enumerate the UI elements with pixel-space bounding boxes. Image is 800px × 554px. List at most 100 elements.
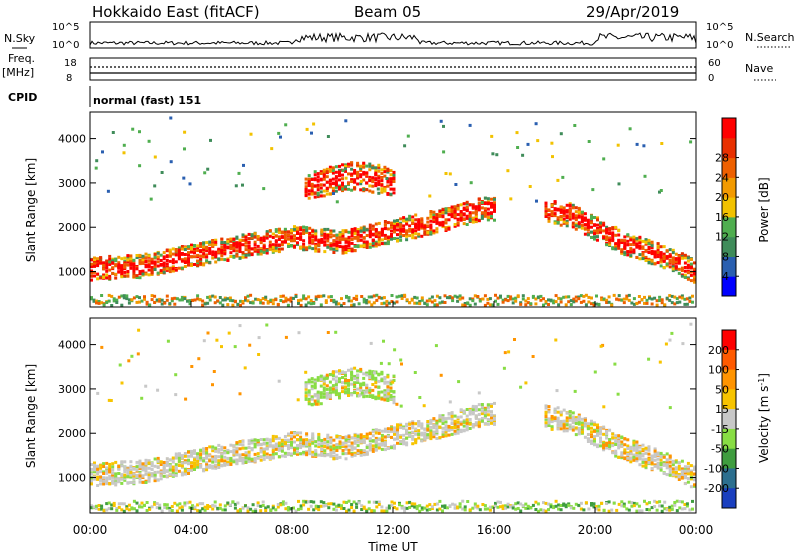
velocity-cell xyxy=(308,442,312,446)
ytick-label: 1000 xyxy=(58,266,86,279)
velocity-cell xyxy=(162,461,166,464)
velocity-cell xyxy=(553,407,557,411)
power-cell xyxy=(238,247,242,251)
power-cell xyxy=(93,262,96,266)
velocity-cell xyxy=(599,436,602,440)
velocity-cell xyxy=(390,435,393,439)
velocity-cell xyxy=(328,386,332,390)
power-cell xyxy=(554,300,558,304)
power-cell xyxy=(425,303,429,307)
velocity-cell xyxy=(232,448,236,452)
velocity-cell xyxy=(605,429,609,433)
power-cell xyxy=(668,254,672,258)
power-cell xyxy=(405,298,409,302)
velocity-cell xyxy=(214,449,218,453)
power-cell xyxy=(314,297,318,301)
velocity-cell xyxy=(262,454,266,458)
power-cell xyxy=(127,301,131,305)
velocity-cell xyxy=(677,461,681,465)
power-cell xyxy=(516,146,520,149)
velocity-cell xyxy=(117,467,121,471)
power-cell xyxy=(327,295,331,299)
power-cell xyxy=(402,229,406,233)
velocity-cell xyxy=(686,472,690,476)
power-cell xyxy=(544,207,548,211)
power-cell xyxy=(368,235,372,239)
power-cell xyxy=(211,250,215,254)
power-cell xyxy=(509,295,513,299)
power-cell xyxy=(145,300,149,304)
velocity-cell xyxy=(423,431,427,435)
velocity-cell xyxy=(383,427,387,431)
velocity-cell xyxy=(390,427,393,431)
power-cell xyxy=(547,213,551,217)
colorbar-tick-label: 20 xyxy=(715,191,729,204)
power-cell xyxy=(644,259,648,262)
power-cell xyxy=(338,185,341,189)
power-cell xyxy=(368,223,372,227)
velocity-cell xyxy=(205,465,209,469)
power-cell xyxy=(334,175,338,179)
velocity-cell xyxy=(362,449,366,453)
power-cell xyxy=(414,236,418,240)
power-cell xyxy=(443,301,447,304)
velocity-cell xyxy=(350,452,354,456)
power-cell xyxy=(232,244,236,248)
velocity-cell xyxy=(144,464,148,468)
velocity-cell xyxy=(480,419,484,423)
power-cell xyxy=(656,250,660,254)
velocity-cell xyxy=(145,509,149,512)
power-cell xyxy=(650,297,654,301)
velocity-cell xyxy=(141,462,145,466)
velocity-cell xyxy=(293,446,296,450)
power-cell xyxy=(359,188,363,192)
power-cell xyxy=(390,225,393,229)
power-cell xyxy=(557,303,561,307)
power-cell xyxy=(117,295,121,299)
velocity-cell xyxy=(602,448,606,452)
velocity-cell xyxy=(102,479,106,483)
power-cell xyxy=(458,294,462,298)
velocity-cell xyxy=(547,408,551,412)
power-cell xyxy=(620,251,624,255)
power-cell xyxy=(377,221,381,225)
velocity-cell xyxy=(356,373,360,377)
velocity-cell xyxy=(235,450,239,454)
power-cell xyxy=(120,275,124,279)
power-cell xyxy=(319,172,323,175)
power-cell xyxy=(617,233,621,237)
power-cell xyxy=(399,217,403,221)
power-cell xyxy=(280,247,284,251)
velocity-cell xyxy=(493,416,496,420)
power-cell xyxy=(238,240,242,244)
power-cell xyxy=(95,301,98,305)
power-cell xyxy=(310,131,313,135)
velocity-cell xyxy=(334,375,338,379)
power-cell xyxy=(122,151,126,155)
power-cell xyxy=(265,249,269,253)
power-cell xyxy=(597,303,601,307)
velocity-cell xyxy=(325,384,329,388)
velocity-cell xyxy=(556,410,560,414)
power-cell xyxy=(202,242,206,246)
velocity-cell xyxy=(256,440,260,444)
power-cell xyxy=(309,302,313,306)
velocity-cell xyxy=(426,436,430,440)
power-cell xyxy=(415,301,419,305)
velocity-cell xyxy=(253,442,257,446)
power-cell xyxy=(144,256,148,260)
power-cell xyxy=(477,219,481,223)
velocity-cell xyxy=(392,395,396,399)
power-cell xyxy=(602,223,606,227)
ytick-label: 3000 xyxy=(58,177,86,190)
power-cell xyxy=(650,246,654,250)
power-cell xyxy=(319,194,323,198)
velocity-cell xyxy=(638,463,642,467)
velocity-cell xyxy=(414,432,418,436)
freq-label-bottom: [MHz] xyxy=(2,66,34,79)
velocity-cell xyxy=(647,445,651,449)
power-cell xyxy=(102,303,106,307)
velocity-cell xyxy=(380,433,384,437)
velocity-cell xyxy=(238,455,242,459)
power-cell xyxy=(524,299,528,303)
